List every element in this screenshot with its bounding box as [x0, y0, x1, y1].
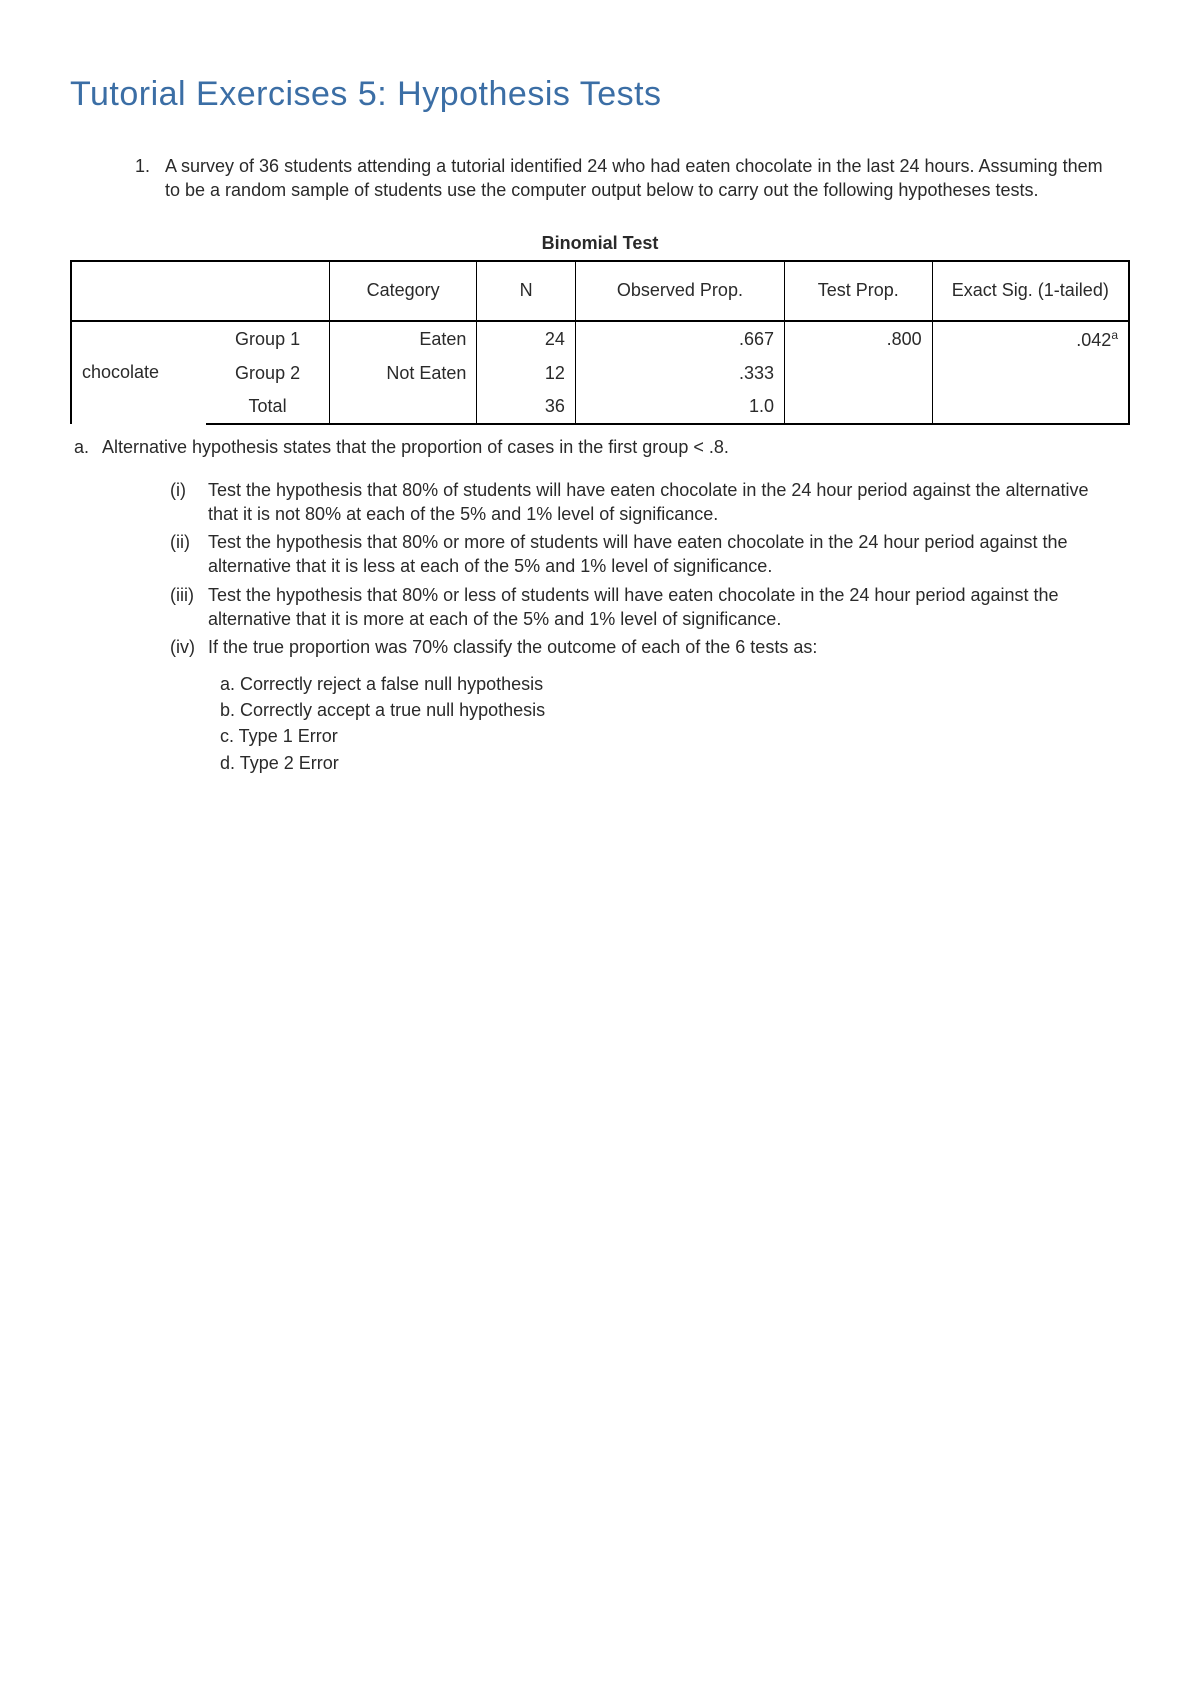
subpart-text: Test the hypothesis that 80% or more of … [208, 530, 1130, 579]
sig-sup: a [1111, 328, 1118, 342]
subpart-text: If the true proportion was 70% classify … [208, 635, 1130, 659]
cell-n: 24 [477, 321, 575, 357]
cell-n: 36 [477, 390, 575, 424]
subpart-num: (ii) [170, 530, 208, 579]
cell-observed: .333 [575, 357, 784, 390]
footnote: a. Alternative hypothesis states that th… [70, 437, 1130, 458]
footnote-label: a. [70, 437, 102, 458]
cell-sig [932, 357, 1129, 390]
subparts-list: (i) Test the hypothesis that 80% of stud… [70, 478, 1130, 660]
cell-category: Eaten [329, 321, 477, 357]
classify-item: d. Type 2 Error [220, 751, 1130, 775]
table-row: Group 2 Not Eaten 12 .333 [71, 357, 1129, 390]
row-label: chocolate [71, 321, 206, 424]
classify-list: a. Correctly reject a false null hypothe… [70, 672, 1130, 775]
col-blank-2 [206, 261, 329, 321]
subpart-text: Test the hypothesis that 80% or less of … [208, 583, 1130, 632]
table-row: chocolate Group 1 Eaten 24 .667 .800 .04… [71, 321, 1129, 357]
table-header-row: Category N Observed Prop. Test Prop. Exa… [71, 261, 1129, 321]
col-observed: Observed Prop. [575, 261, 784, 321]
footnote-text: Alternative hypothesis states that the p… [102, 437, 729, 458]
col-testprop: Test Prop. [784, 261, 932, 321]
classify-item: a. Correctly reject a false null hypothe… [220, 672, 1130, 696]
question-1: A survey of 36 students attending a tuto… [155, 154, 1130, 203]
question-list: A survey of 36 students attending a tuto… [70, 154, 1130, 203]
subpart-num: (iii) [170, 583, 208, 632]
page-title: Tutorial Exercises 5: Hypothesis Tests [70, 75, 1130, 114]
classify-item: b. Correctly accept a true null hypothes… [220, 698, 1130, 722]
cell-n: 12 [477, 357, 575, 390]
table-title: Binomial Test [70, 233, 1130, 254]
cell-category [329, 390, 477, 424]
subpart-item: (ii) Test the hypothesis that 80% or mor… [170, 530, 1130, 579]
cell-group: Group 1 [206, 321, 329, 357]
cell-testprop [784, 357, 932, 390]
col-category: Category [329, 261, 477, 321]
classify-item: c. Type 1 Error [220, 724, 1130, 748]
col-sig: Exact Sig. (1-tailed) [932, 261, 1129, 321]
cell-observed: 1.0 [575, 390, 784, 424]
cell-testprop [784, 390, 932, 424]
subpart-item: (i) Test the hypothesis that 80% of stud… [170, 478, 1130, 527]
col-n: N [477, 261, 575, 321]
subpart-num: (i) [170, 478, 208, 527]
cell-group: Total [206, 390, 329, 424]
cell-category: Not Eaten [329, 357, 477, 390]
cell-observed: .667 [575, 321, 784, 357]
subpart-item: (iv) If the true proportion was 70% clas… [170, 635, 1130, 659]
question-1-text: A survey of 36 students attending a tuto… [165, 156, 1103, 200]
sig-value: .042 [1076, 330, 1111, 350]
table-row: Total 36 1.0 [71, 390, 1129, 424]
cell-testprop: .800 [784, 321, 932, 357]
cell-group: Group 2 [206, 357, 329, 390]
cell-sig [932, 390, 1129, 424]
cell-sig: .042a [932, 321, 1129, 357]
subpart-num: (iv) [170, 635, 208, 659]
col-blank-1 [71, 261, 206, 321]
page: Tutorial Exercises 5: Hypothesis Tests A… [0, 0, 1200, 1698]
subpart-text: Test the hypothesis that 80% of students… [208, 478, 1130, 527]
subpart-item: (iii) Test the hypothesis that 80% or le… [170, 583, 1130, 632]
binomial-test-table: Category N Observed Prop. Test Prop. Exa… [70, 260, 1130, 425]
